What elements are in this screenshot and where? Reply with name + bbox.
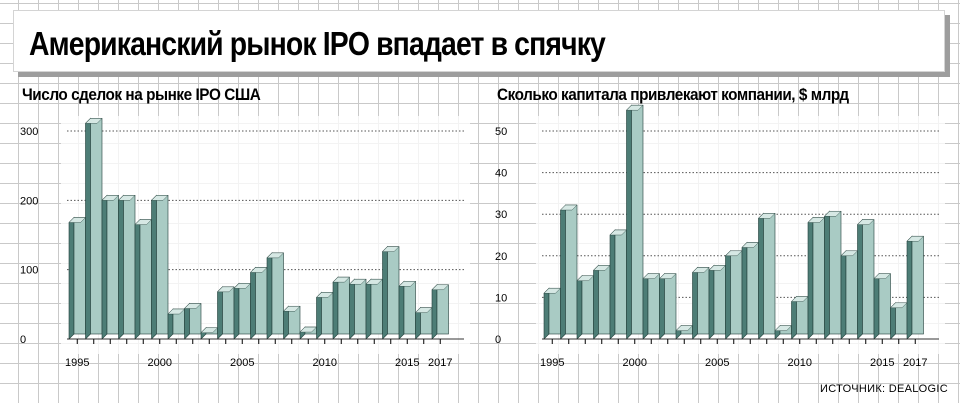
- bar-1997: [576, 275, 594, 340]
- deals-chart-plot: 0 100 200 300 1995 2000 2005 2010 2015 2017: [20, 116, 470, 369]
- bar-2006: [725, 250, 743, 340]
- bar-2013: [840, 250, 858, 340]
- bar-2006: [250, 266, 268, 340]
- capital-chart-title: Сколько капитала привлекают компании, $ …: [497, 85, 849, 104]
- y-tick-label: 10: [495, 292, 507, 304]
- bar-2007: [741, 241, 759, 340]
- y-tick-label: 30: [495, 209, 507, 221]
- bar-2004: [692, 266, 710, 340]
- bar-1995: [543, 287, 561, 340]
- bar-2016: [415, 306, 433, 340]
- bar-2015: [398, 280, 416, 340]
- bar-2004: [217, 286, 235, 340]
- deals-chart-title: Число сделок на рынке IPO США: [22, 85, 261, 104]
- bar-2012: [349, 278, 367, 340]
- bar-1997: [101, 194, 119, 340]
- y-tick-label: 40: [495, 168, 507, 180]
- y-tick-label: 200: [20, 195, 38, 207]
- bar-2009: [299, 326, 317, 340]
- title-banner: Американский рынок IPO впадает в спячку: [13, 10, 945, 72]
- bar-2010: [791, 295, 809, 340]
- bar-2017: [906, 235, 924, 340]
- x-tick-label: 1995: [540, 357, 564, 369]
- bar-2013: [365, 278, 383, 340]
- bar-2017: [431, 284, 449, 340]
- bar-2001: [167, 308, 185, 340]
- deals-chart: Число сделок на рынке IPO США 0 100 200 300…: [12, 80, 482, 380]
- bar-2010: [316, 291, 334, 340]
- y-tick-label: 0: [20, 334, 26, 346]
- bar-1996: [560, 204, 578, 340]
- x-tick-label: 2017: [428, 357, 452, 369]
- bar-1998: [118, 194, 136, 340]
- bar-1999: [609, 229, 627, 340]
- bar-2009: [774, 324, 792, 340]
- bar-2011: [807, 216, 825, 340]
- bar-2002: [184, 302, 202, 340]
- page-title: Американский рынок IPO впадает в спячку: [29, 25, 606, 62]
- source-note: ИСТОЧНИК: DEALOGIC: [820, 383, 948, 395]
- capital-chart-plot: 0 10 20 30 40 50 1995 2000 2005 2010 2015 2017: [495, 104, 945, 369]
- bar-2007: [266, 252, 284, 340]
- y-tick-label: 20: [495, 251, 507, 263]
- bar-2012: [824, 210, 842, 340]
- y-tick-label: 300: [20, 126, 38, 138]
- x-tick-label: 2015: [395, 357, 419, 369]
- bar-2011: [332, 276, 350, 340]
- y-tick-label: 50: [495, 126, 507, 138]
- bar-2002: [659, 272, 677, 340]
- x-tick-label: 2005: [705, 357, 729, 369]
- bar-1999: [134, 218, 152, 340]
- bar-1998: [593, 264, 611, 340]
- x-tick-label: 2000: [148, 357, 172, 369]
- bar-2001: [642, 272, 660, 340]
- bar-2005: [708, 264, 726, 340]
- bar-2015: [873, 272, 891, 340]
- x-tick-label: 2005: [230, 357, 254, 369]
- bar-2016: [890, 302, 908, 340]
- bar-2008: [758, 212, 776, 340]
- y-tick-label: 0: [495, 334, 501, 346]
- x-tick-label: 2017: [903, 357, 927, 369]
- x-tick-label: 2015: [870, 357, 894, 369]
- bar-2000: [151, 194, 169, 340]
- x-tick-label: 1995: [65, 357, 89, 369]
- bar-1995: [68, 216, 86, 340]
- capital-chart: Сколько капитала привлекают компании, $ …: [487, 80, 957, 380]
- bar-2014: [857, 218, 875, 340]
- bar-1996: [85, 117, 103, 340]
- x-tick-label: 2010: [313, 357, 337, 369]
- x-tick-label: 2010: [788, 357, 812, 369]
- x-tick-label: 2000: [623, 357, 647, 369]
- bar-2008: [283, 305, 301, 340]
- bar-2014: [382, 245, 400, 340]
- bar-2005: [233, 282, 251, 340]
- bar-2000: [626, 104, 644, 340]
- y-tick-label: 100: [20, 265, 38, 277]
